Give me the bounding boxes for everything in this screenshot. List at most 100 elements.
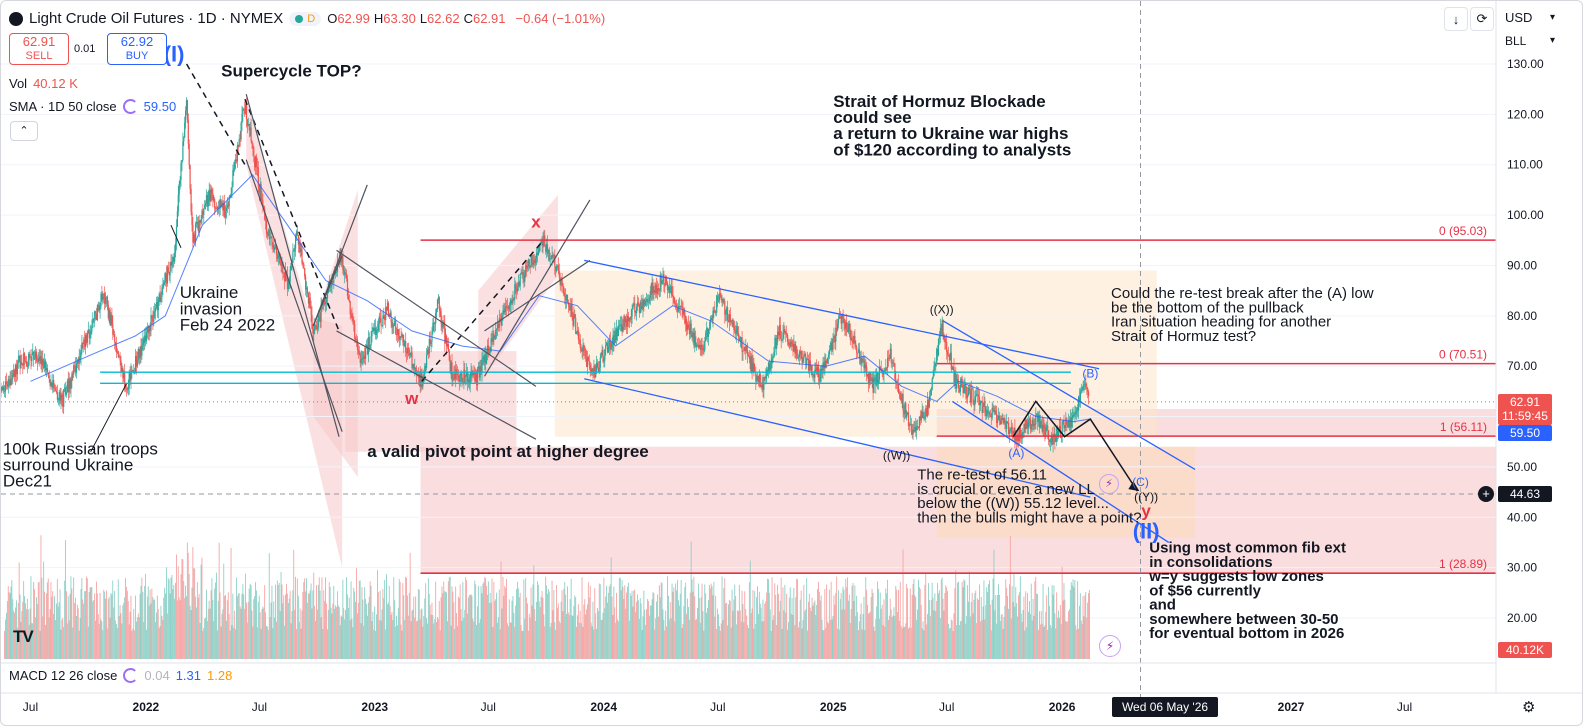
volume-bar [831, 619, 833, 659]
candle-body [646, 299, 649, 303]
candle-body [104, 293, 106, 304]
volume-bar [86, 578, 88, 659]
candle-body [396, 329, 399, 335]
settings-gear-icon[interactable]: ⚙ [1522, 699, 1536, 716]
volume-bar [15, 607, 16, 659]
candle-body [62, 397, 64, 407]
volume-bar [608, 586, 610, 659]
volume-bar [733, 599, 735, 659]
volume-bar [454, 628, 456, 659]
candle-body [403, 342, 405, 346]
unit-select[interactable]: BLL ▾ [1503, 31, 1561, 51]
currency-select[interactable]: USD ▾ [1503, 8, 1561, 28]
volume-bar [484, 577, 486, 659]
volume-bar [559, 623, 561, 659]
volume-bar [701, 583, 703, 659]
sell-button[interactable]: 62.91 SELL [9, 33, 69, 65]
volume-bar [57, 606, 59, 659]
symbol-title[interactable]: Light Crude Oil Futures · 1D · NYMEX [29, 10, 284, 27]
crosshair-add-button[interactable]: + [1478, 486, 1494, 502]
candle-body [847, 323, 850, 333]
macd-label[interactable]: MACD 12 26 close [9, 668, 118, 683]
volume-bar [70, 576, 72, 659]
volume-bar [648, 615, 650, 659]
candle-body [525, 265, 527, 273]
volume-bar [423, 616, 425, 659]
candle-body [848, 323, 850, 330]
volume-bar [1016, 603, 1018, 659]
volume-bar [226, 600, 228, 659]
candle-body [602, 350, 604, 362]
candle-body [882, 372, 884, 375]
collapse-legend-button[interactable]: ⌃ [10, 121, 38, 141]
refresh-button[interactable]: ⟳ [1470, 7, 1494, 31]
volume-bar [947, 591, 948, 659]
tradingview-logo[interactable]: TV [13, 627, 34, 646]
volume-bar [81, 578, 83, 659]
candle-body [252, 143, 254, 148]
buy-button[interactable]: 62.92 BUY [107, 33, 167, 65]
volume-bar [283, 595, 285, 659]
candle-body [277, 255, 279, 259]
candle-body [908, 424, 910, 427]
candle-body [606, 342, 608, 346]
volume-bar [445, 591, 447, 659]
flash-icon[interactable]: ⚡ [1099, 635, 1121, 657]
volume-bar [639, 598, 641, 659]
volume-bar [448, 577, 450, 659]
candle-body [366, 344, 368, 349]
candle-body [857, 349, 860, 353]
candle-body [792, 343, 794, 352]
volume-bar [345, 610, 346, 659]
volume-bar [264, 585, 266, 659]
candle-body [38, 358, 40, 361]
flash-icon-upper[interactable]: ⚡ [1099, 474, 1119, 494]
volume-bar [373, 629, 375, 659]
sma-label[interactable]: SMA · 1D 50 close [9, 99, 117, 114]
volume-bar [708, 584, 710, 659]
candle-body [651, 282, 653, 295]
volume-bar [820, 595, 822, 659]
download-button[interactable]: ↓ [1444, 7, 1468, 31]
volume-bar [42, 616, 44, 659]
volume-bar [246, 622, 248, 659]
candle-body [616, 328, 618, 340]
volume-bar [146, 629, 147, 659]
volume-bar [176, 600, 178, 659]
chevron-down-icon: ▾ [1549, 12, 1555, 23]
volume-bar [938, 590, 940, 659]
candle-body [122, 368, 124, 379]
volume-bar [792, 614, 794, 659]
candle-body [66, 380, 68, 393]
volume-bar [881, 604, 883, 659]
candle-body [45, 368, 48, 371]
supercycle-note: Supercycle TOP? [221, 62, 361, 81]
vol-label[interactable]: Vol [9, 76, 28, 91]
candle-body [837, 323, 839, 331]
volume-bar [467, 613, 468, 659]
candle-body [864, 364, 866, 369]
volume-bar [738, 611, 739, 659]
candle-body [216, 207, 218, 209]
candle-body [153, 312, 155, 322]
candle-body [647, 301, 650, 303]
candle-body [915, 426, 917, 431]
volume-bar [788, 597, 790, 659]
volume-bar [229, 630, 231, 659]
volume-bar [542, 598, 544, 659]
volume-bar [738, 584, 740, 659]
volume-bar [284, 625, 286, 659]
volume-bar [45, 624, 46, 659]
volume-bar [73, 577, 75, 659]
volume-bar [90, 587, 92, 659]
candle-body [842, 313, 844, 319]
volume-bar [768, 592, 770, 659]
candle-body [716, 295, 718, 313]
volume-bar [305, 591, 306, 659]
candle-body [556, 265, 558, 272]
candle-body [977, 394, 980, 397]
candle-body [950, 352, 952, 370]
volume-bar [745, 609, 747, 659]
volume-bar [577, 615, 578, 659]
